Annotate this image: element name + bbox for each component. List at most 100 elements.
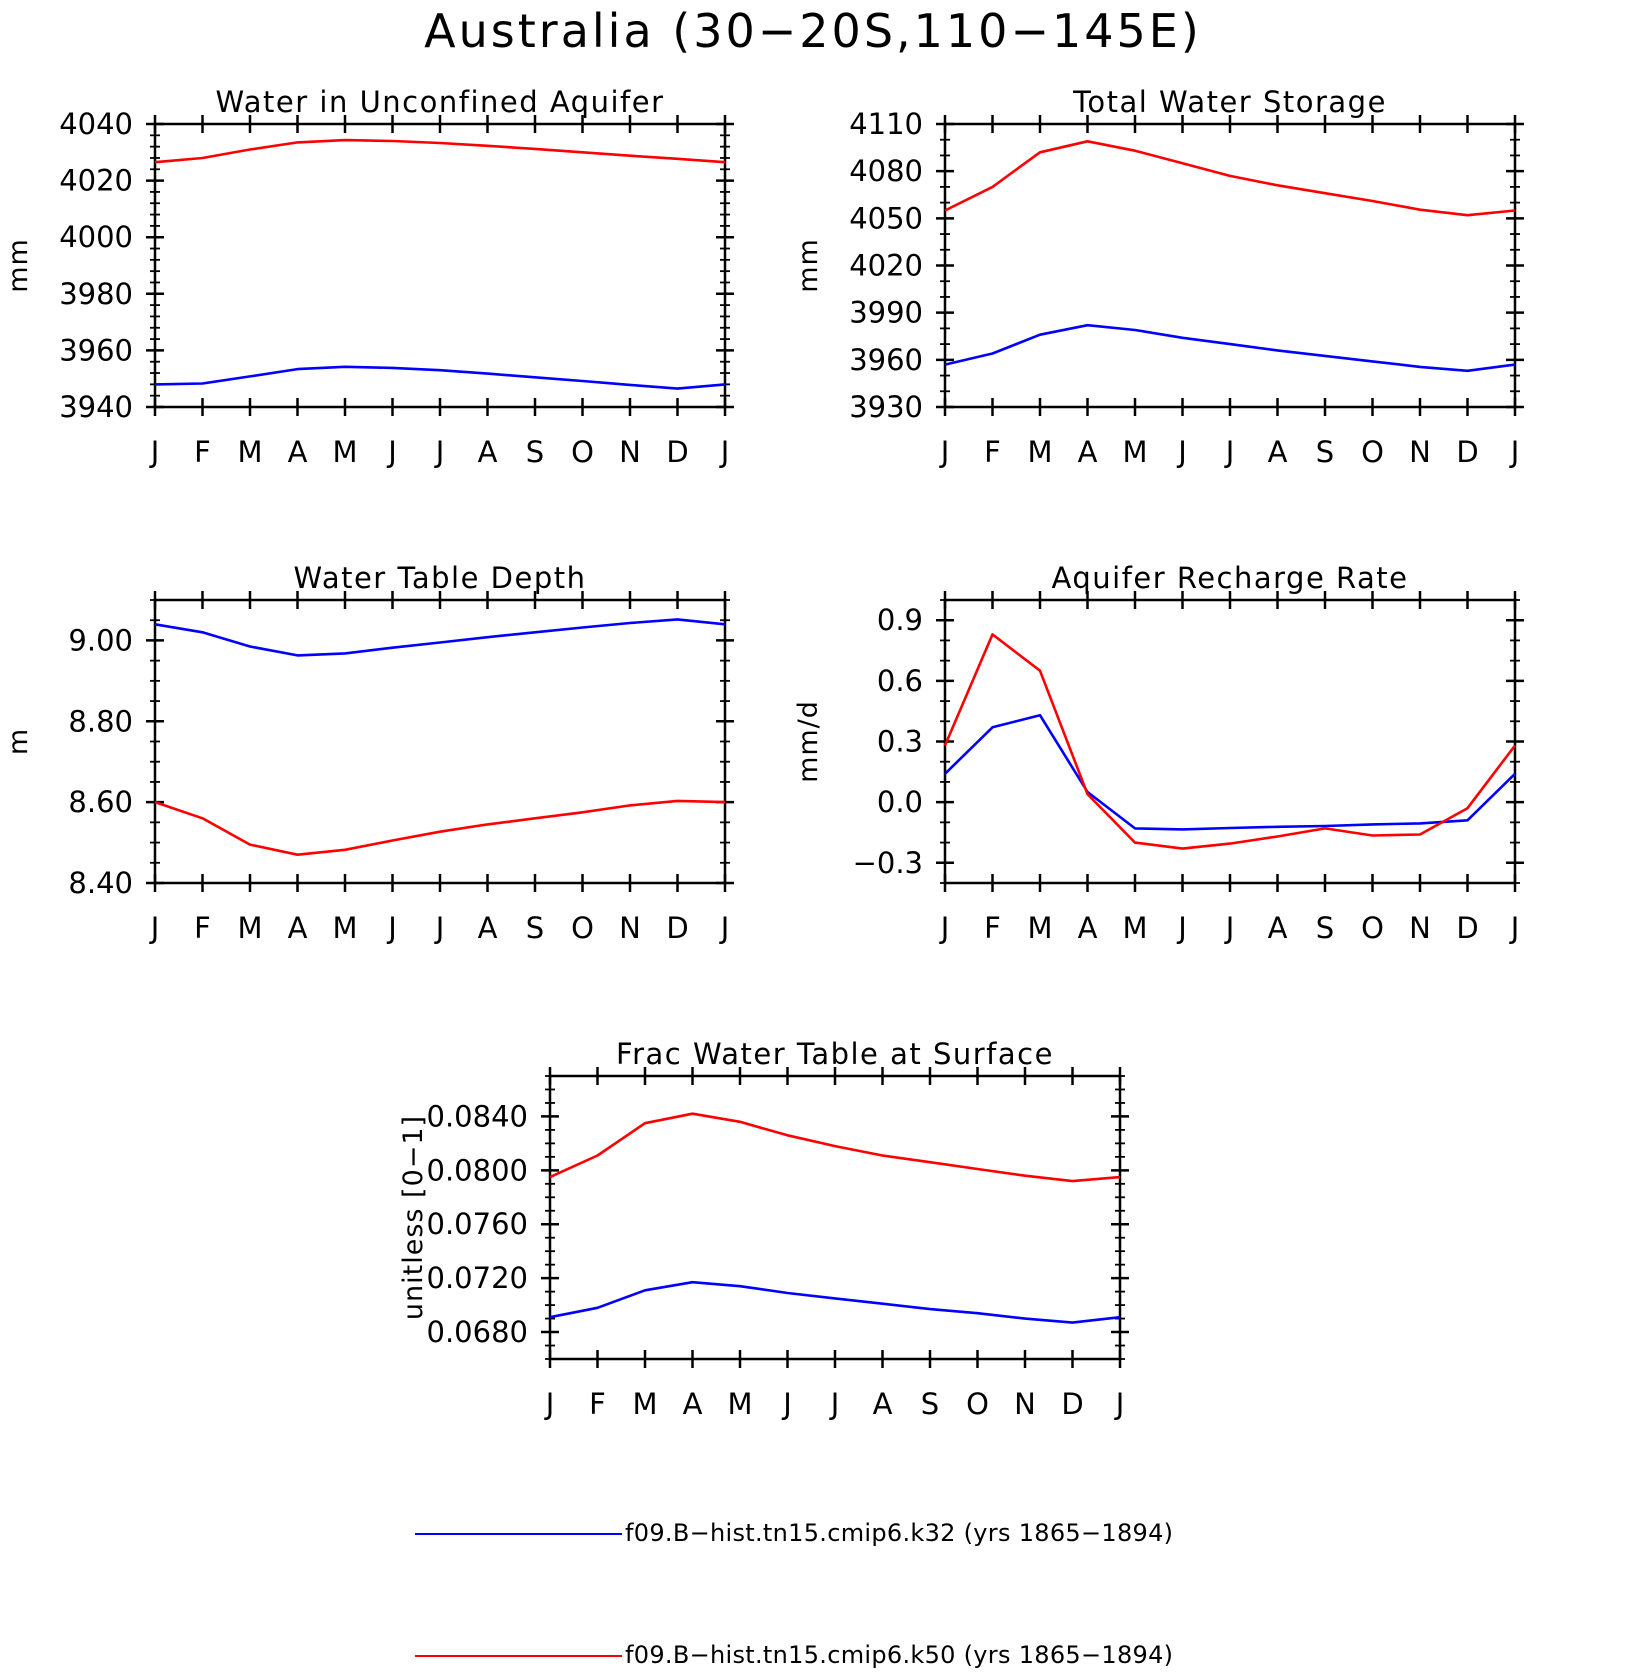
frac-water-table-at-surface-xtick-label: N <box>1014 1387 1036 1421</box>
water-table-depth-xtick-label: M <box>332 911 357 945</box>
water-table-depth-xtick-label: A <box>478 911 498 945</box>
frac-water-table-at-surface-ytick-label: 0.0680 <box>427 1315 528 1349</box>
water-in-unconfined-aquifer-ytick-label: 4040 <box>59 107 133 141</box>
frac-water-table-at-surface-xtick-label: J <box>829 1387 840 1421</box>
frac-water-table-at-surface-ytick-label: 0.0800 <box>427 1153 528 1187</box>
frac-water-table-at-surface-series-k32-line <box>549 1280 1121 1324</box>
aquifer-recharge-rate-xtick-label: J <box>1224 911 1235 945</box>
frac-water-table-at-surface-xtick-label: D <box>1061 1387 1083 1421</box>
frac-water-table-at-surface-xtick-label: F <box>589 1387 606 1421</box>
aquifer-recharge-rate-ytick-label: −0.3 <box>853 846 923 880</box>
water-in-unconfined-aquifer-series-k50-line <box>154 138 726 164</box>
panel-water-table-depth: Water Table Depth m 8.40 8.60 8.80 9.00 J F M A M J… <box>0 552 800 1022</box>
total-water-storage-title: Total Water Storage <box>1072 85 1387 119</box>
total-water-storage-ytick-label: 3960 <box>849 343 923 377</box>
total-water-storage-frame <box>943 122 1517 409</box>
panel-frac-water-table-surface: Frac Water Table at Surface unitless [0−1… <box>395 1028 1195 1498</box>
total-water-storage-series-k32-line <box>944 323 1516 373</box>
water-in-unconfined-aquifer-xtick-label: S <box>526 435 544 469</box>
chart-water-unconfined-aquifer: Water in Unconfined Aquifer mm 3940 3960 398… <box>3 85 734 469</box>
frac-water-table-at-surface-xtick-label: A <box>873 1387 893 1421</box>
aquifer-recharge-rate-ytick-label: 0.6 <box>877 664 923 698</box>
panel-water-unconfined-aquifer: Water in Unconfined Aquifer mm 3940 3960 398… <box>0 76 800 546</box>
water-in-unconfined-aquifer-frame <box>153 122 727 409</box>
frac-water-table-at-surface-xtick-label: M <box>632 1387 657 1421</box>
legend-swatch-k50 <box>415 1655 622 1657</box>
water-table-depth-xtick-label: J <box>149 911 160 945</box>
water-table-depth-xtick-label: S <box>526 911 544 945</box>
total-water-storage-ytick-label: 4050 <box>849 201 923 235</box>
aquifer-recharge-rate-ytick-label: 0.0 <box>877 785 923 819</box>
water-table-depth-ytick-label: 9.00 <box>68 623 133 657</box>
total-water-storage-xtick-label: A <box>1268 435 1288 469</box>
water-in-unconfined-aquifer-xtick-label: J <box>719 435 730 469</box>
total-water-storage-xtick-label: S <box>1316 435 1334 469</box>
frac-water-table-at-surface-ytick-label: 0.0840 <box>427 1099 528 1133</box>
aquifer-recharge-rate-ytick-label: 0.3 <box>877 725 923 759</box>
aquifer-recharge-rate-title: Aquifer Recharge Rate <box>1051 561 1408 595</box>
aquifer-recharge-rate-xtick-label: N <box>1409 911 1431 945</box>
water-in-unconfined-aquifer-xtick-label: J <box>434 435 445 469</box>
frac-water-table-at-surface-xtick-label: M <box>727 1387 752 1421</box>
water-table-depth-ylabel: m <box>3 728 34 755</box>
water-table-depth-xtick-label: J <box>386 911 397 945</box>
water-table-depth-xtick-label: D <box>666 911 688 945</box>
frac-water-table-at-surface-xtick-label: J <box>1114 1387 1125 1421</box>
water-table-depth-ytick-label: 8.80 <box>68 704 133 738</box>
water-table-depth-xtick-label: N <box>619 911 641 945</box>
legend-entry-k50: f09.B−hist.tn15.cmip6.k50 (yrs 1865−1894… <box>415 1641 1215 1671</box>
water-table-depth-xtick-label: A <box>288 911 308 945</box>
aquifer-recharge-rate-ylabel: mm/d <box>793 700 824 783</box>
frac-water-table-at-surface-xtick-label: A <box>683 1387 703 1421</box>
total-water-storage-xtick-label: J <box>1176 435 1187 469</box>
water-in-unconfined-aquifer-ytick-label: 3940 <box>59 390 133 424</box>
water-in-unconfined-aquifer-xtick-label: J <box>386 435 397 469</box>
total-water-storage-ytick-label: 3930 <box>849 390 923 424</box>
aquifer-recharge-rate-xtick-label: O <box>1361 911 1384 945</box>
water-in-unconfined-aquifer-xtick-label: J <box>149 435 160 469</box>
water-in-unconfined-aquifer-ytick-label: 3980 <box>59 277 133 311</box>
water-in-unconfined-aquifer-series-k32-line <box>154 365 726 390</box>
aquifer-recharge-rate-xtick-label: F <box>984 911 1001 945</box>
total-water-storage-ylabel: mm <box>793 238 824 293</box>
frac-water-table-at-surface-ytick-label: 0.0720 <box>427 1261 528 1295</box>
total-water-storage-xtick-label: N <box>1409 435 1431 469</box>
water-in-unconfined-aquifer-xtick-label: M <box>237 435 262 469</box>
water-in-unconfined-aquifer-xtick-label: N <box>619 435 641 469</box>
frac-water-table-at-surface-xtick-label: O <box>966 1387 989 1421</box>
total-water-storage-xtick-label: J <box>1224 435 1235 469</box>
water-in-unconfined-aquifer-xtick-label: A <box>288 435 308 469</box>
chart-total-water-storage: Total Water Storage mm 3930 3960 3990 4020 405… <box>793 85 1524 469</box>
water-table-depth-series-k32-line <box>154 618 726 657</box>
frac-water-table-at-surface-ylabel: unitless [0−1] <box>398 1115 429 1320</box>
aquifer-recharge-rate-series-k50-line <box>943 633 1517 850</box>
total-water-storage-xtick-label: O <box>1361 435 1384 469</box>
water-in-unconfined-aquifer-ytick-label: 4000 <box>59 220 133 254</box>
water-in-unconfined-aquifer-xtick-label: D <box>666 435 688 469</box>
panel-aquifer-recharge-rate: Aquifer Recharge Rate mm/d −0.3 0.0 0.3 0.6 0.… <box>790 552 1590 1022</box>
total-water-storage-xtick-label: J <box>1509 435 1520 469</box>
total-water-storage-xtick-label: D <box>1456 435 1478 469</box>
aquifer-recharge-rate-frame <box>943 598 1517 885</box>
water-in-unconfined-aquifer-xtick-label: F <box>194 435 211 469</box>
water-in-unconfined-aquifer-ytick-label: 3960 <box>59 333 133 367</box>
water-in-unconfined-aquifer-ytick-label: 4020 <box>59 164 133 198</box>
legend-swatch-k32 <box>415 1533 622 1535</box>
frac-water-table-at-surface-ytick-label: 0.0760 <box>427 1207 528 1241</box>
aquifer-recharge-rate-xtick-label: M <box>1027 911 1052 945</box>
total-water-storage-xtick-label: J <box>939 435 950 469</box>
total-water-storage-xtick-label: F <box>984 435 1001 469</box>
frac-water-table-at-surface-xtick-label: S <box>921 1387 939 1421</box>
water-in-unconfined-aquifer-xtick-label: M <box>332 435 357 469</box>
legend-label-k32: f09.B−hist.tn15.cmip6.k32 (yrs 1865−1894… <box>625 1519 1174 1547</box>
water-table-depth-xtick-label: M <box>237 911 262 945</box>
aquifer-recharge-rate-xtick-label: A <box>1078 911 1098 945</box>
legend-label-k50: f09.B−hist.tn15.cmip6.k50 (yrs 1865−1894… <box>625 1641 1174 1669</box>
water-table-depth-xtick-label: O <box>571 911 594 945</box>
aquifer-recharge-rate-series-k32-line <box>944 713 1516 831</box>
water-table-depth-series-k50-line <box>154 799 726 857</box>
chart-frac-water-table-surface: Frac Water Table at Surface unitless [0−1… <box>398 1037 1129 1421</box>
total-water-storage-xtick-label: A <box>1078 435 1098 469</box>
frac-water-table-at-surface-xtick-label: J <box>781 1387 792 1421</box>
water-in-unconfined-aquifer-xtick-label: A <box>478 435 498 469</box>
